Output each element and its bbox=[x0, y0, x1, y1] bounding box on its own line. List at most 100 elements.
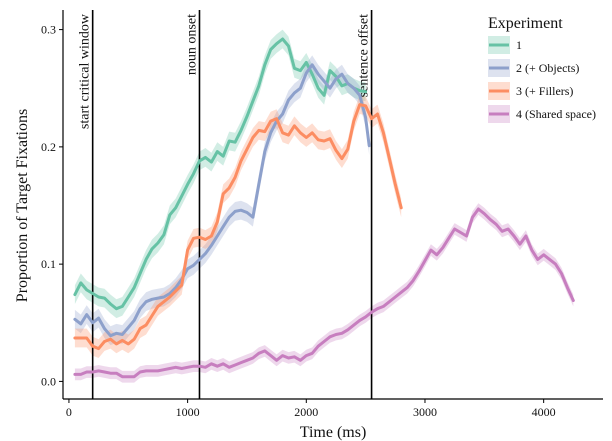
data-point bbox=[258, 352, 260, 355]
data-point bbox=[204, 156, 207, 159]
data-point bbox=[228, 216, 230, 218]
data-point bbox=[91, 322, 94, 324]
data-point bbox=[317, 73, 320, 75]
data-point bbox=[305, 136, 308, 139]
data-point bbox=[525, 235, 527, 237]
data-point bbox=[240, 361, 242, 364]
data-point bbox=[151, 298, 153, 301]
data-point bbox=[127, 326, 130, 329]
data-point bbox=[228, 366, 230, 369]
data-point bbox=[287, 45, 290, 47]
data-point bbox=[145, 258, 147, 261]
data-point bbox=[115, 332, 118, 335]
y-axis-title: Proportion of Target Fixations bbox=[14, 109, 31, 302]
data-point bbox=[145, 300, 147, 303]
data-point bbox=[222, 225, 224, 228]
data-point bbox=[341, 332, 343, 335]
data-point bbox=[311, 64, 314, 66]
data-point bbox=[133, 338, 135, 341]
data-point bbox=[293, 67, 296, 70]
data-point bbox=[127, 296, 130, 298]
data-point bbox=[163, 296, 165, 298]
data-point bbox=[121, 333, 124, 336]
data-point bbox=[157, 242, 159, 244]
data-point bbox=[442, 246, 444, 249]
series-lines bbox=[73, 37, 575, 379]
legend-label-3: 3 (+ Fillers) bbox=[516, 84, 573, 98]
data-point bbox=[293, 125, 296, 127]
data-point bbox=[264, 64, 266, 66]
data-point bbox=[139, 371, 141, 373]
data-point bbox=[91, 345, 94, 348]
legend-label-1: 1 bbox=[516, 38, 522, 52]
data-point bbox=[234, 176, 236, 179]
data-point bbox=[115, 343, 118, 345]
data-point bbox=[394, 296, 397, 298]
data-point bbox=[139, 307, 141, 310]
data-point bbox=[198, 365, 201, 368]
data-point bbox=[151, 248, 153, 250]
data-point bbox=[305, 72, 308, 74]
data-point bbox=[216, 221, 219, 223]
data-point bbox=[204, 252, 207, 255]
data-point bbox=[240, 209, 242, 211]
data-point bbox=[501, 230, 503, 233]
data-point bbox=[341, 157, 343, 160]
data-point bbox=[513, 235, 515, 237]
data-point bbox=[252, 216, 254, 218]
data-point bbox=[169, 292, 171, 295]
data-point bbox=[495, 223, 498, 226]
data-point bbox=[329, 137, 331, 140]
data-point bbox=[216, 150, 219, 153]
data-point bbox=[353, 120, 355, 122]
data-point bbox=[483, 212, 486, 215]
data-point bbox=[453, 228, 456, 230]
data-point bbox=[163, 368, 165, 371]
data-point bbox=[228, 187, 230, 189]
legend-label-2: 2 (+ Objects) bbox=[516, 61, 579, 75]
data-point bbox=[186, 249, 189, 251]
data-point bbox=[103, 327, 106, 330]
data-point bbox=[293, 356, 296, 358]
data-point bbox=[269, 132, 272, 134]
event-markers: start critical window noun onset sentence … bbox=[78, 10, 373, 399]
data-point bbox=[347, 329, 349, 331]
data-point bbox=[85, 289, 88, 291]
data-point bbox=[157, 305, 159, 308]
data-point bbox=[335, 149, 337, 152]
data-point bbox=[299, 69, 302, 72]
data-point bbox=[269, 120, 272, 122]
data-point bbox=[412, 279, 414, 282]
data-point bbox=[281, 38, 284, 40]
data-point bbox=[364, 105, 367, 107]
legend-title: Experiment bbox=[488, 15, 563, 32]
data-point bbox=[80, 323, 82, 325]
data-point bbox=[115, 307, 118, 310]
data-point bbox=[139, 327, 141, 330]
legend: Experiment 1 2 (+ Objects) 3 (+ Fillers) 4 (… bbox=[488, 15, 596, 123]
data-point bbox=[258, 129, 260, 132]
data-point bbox=[180, 367, 183, 370]
y-tick-label: 0.2 bbox=[41, 140, 56, 154]
data-point bbox=[169, 214, 171, 216]
data-point bbox=[329, 336, 331, 338]
data-point bbox=[335, 78, 337, 80]
data-point bbox=[459, 231, 462, 234]
data-point bbox=[281, 354, 284, 357]
data-point bbox=[376, 307, 379, 310]
data-point bbox=[74, 337, 76, 339]
x-axis-title: Time (ms) bbox=[300, 424, 367, 441]
data-point bbox=[323, 94, 325, 97]
data-point bbox=[252, 136, 254, 139]
data-point bbox=[370, 311, 373, 314]
data-point bbox=[364, 316, 367, 318]
data-point bbox=[281, 113, 284, 115]
data-point bbox=[323, 140, 325, 142]
data-point bbox=[109, 334, 112, 337]
data-point bbox=[222, 155, 224, 157]
data-point bbox=[204, 366, 207, 369]
data-point bbox=[388, 157, 391, 160]
data-point bbox=[305, 354, 308, 357]
data-point bbox=[133, 375, 135, 378]
data-point bbox=[139, 272, 141, 275]
